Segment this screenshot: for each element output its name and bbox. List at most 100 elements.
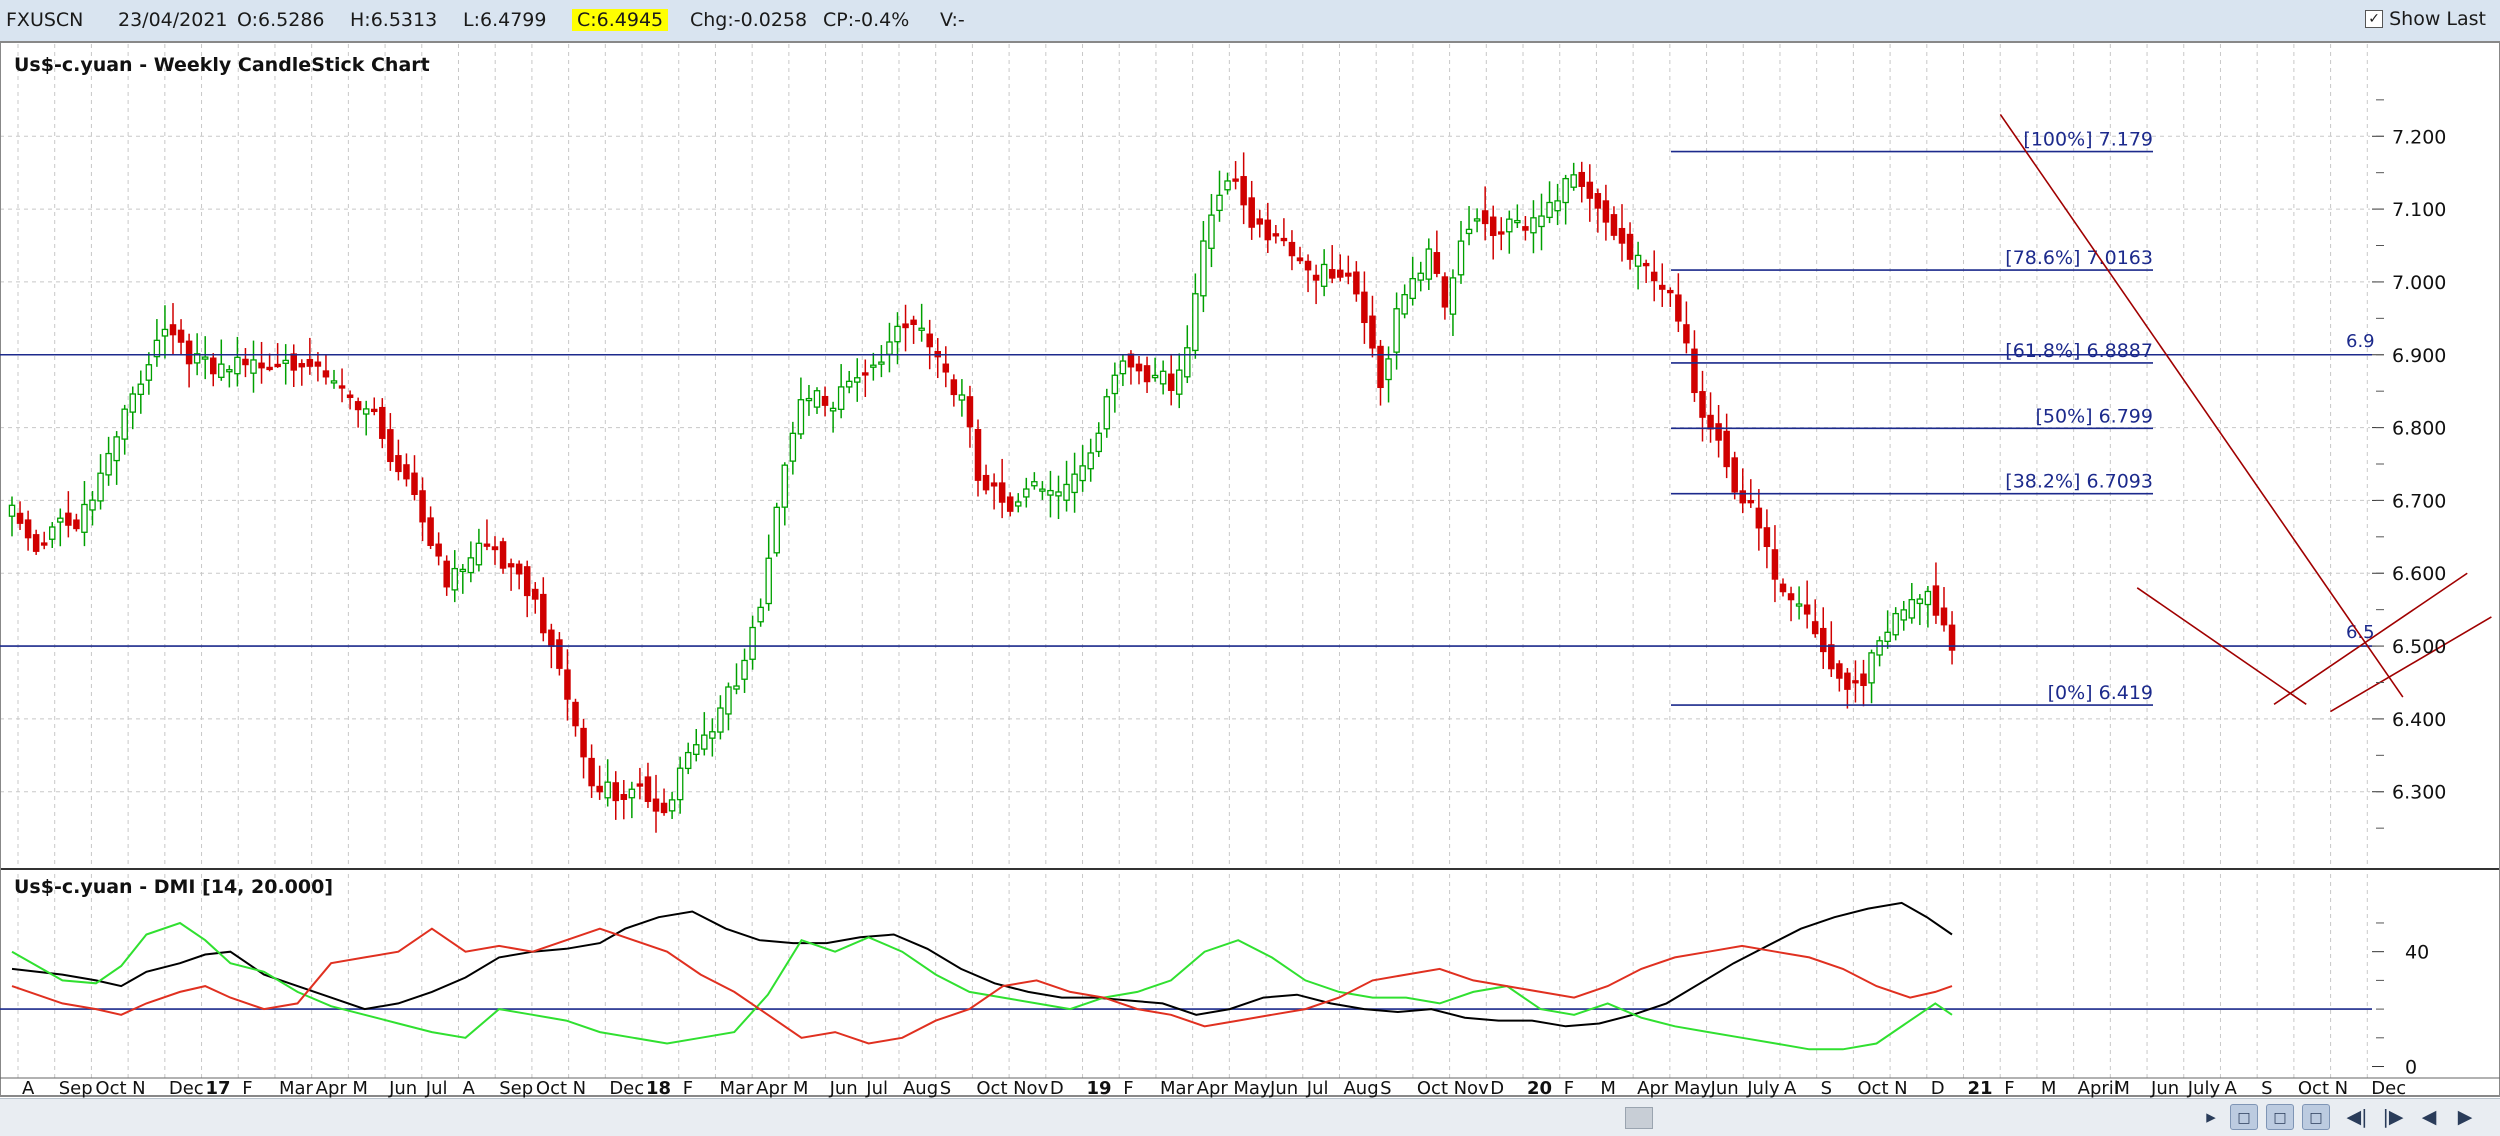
candle-body [845, 380, 853, 388]
candle-body [1393, 308, 1400, 353]
candle-body [1119, 360, 1127, 375]
low-label: L:6.4799 [463, 9, 547, 31]
candle-body [346, 394, 354, 398]
x-tick-label: A [2224, 1078, 2237, 1098]
candle-body [427, 517, 434, 546]
candle-body [1844, 672, 1851, 690]
fib-label: [0%] 6.419 [2048, 682, 2153, 704]
price-axis: 6.300 6.400 6.500 6.600 6.700 6.800 6.900 7.000… [2372, 99, 2446, 829]
candle-body [870, 364, 877, 368]
candle-body [1377, 345, 1384, 389]
x-tick-label: May [1233, 1078, 1271, 1098]
candle-body [1079, 465, 1086, 482]
candle-body [306, 359, 314, 367]
dmi-series-adx [11, 901, 1953, 1028]
fib-label: [61.8%] 6.8887 [2005, 340, 2153, 362]
show-last-checkbox[interactable]: ✓ [2365, 10, 2384, 28]
candle-body [789, 432, 797, 462]
candle-body [403, 464, 410, 480]
candle-body [298, 363, 306, 368]
candle-body [1836, 663, 1843, 679]
candle-body [209, 357, 217, 375]
candle-body [564, 669, 571, 700]
candle-body [950, 379, 958, 396]
candle-body [1755, 507, 1763, 529]
candle-body [966, 396, 974, 428]
horizontal-line-label: 6.9 [2346, 331, 2375, 352]
candle-body [475, 542, 483, 566]
chart-area[interactable]: Us$-c.yuan - Weekly CandleStick Chart Us… [0, 0, 2500, 1098]
candle-body [266, 366, 273, 371]
x-tick-label: Oct [1857, 1078, 1888, 1098]
candle-body [1715, 423, 1722, 441]
candle-body [644, 776, 652, 802]
trendline [2136, 587, 2307, 705]
candle-body [8, 504, 16, 517]
candle-body [926, 333, 933, 348]
candle-body [1127, 353, 1135, 368]
candle-body [1031, 481, 1038, 487]
candle-body [821, 395, 829, 406]
candle-body [693, 744, 700, 755]
candle-body [483, 543, 491, 547]
candle-body [435, 543, 442, 557]
candle-body [733, 685, 740, 690]
x-tick-label: N [573, 1078, 586, 1098]
dmi-chart-title: Us$-c.yuan - DMI [14, 20.000] [14, 876, 333, 898]
zoom-out-icon[interactable]: □ [2266, 1104, 2294, 1130]
x-tick-label: M [2041, 1078, 2057, 1098]
x-tick-label: M [2114, 1078, 2130, 1098]
scroll-first-icon[interactable]: |▶ [2382, 1106, 2404, 1128]
scroll-thumb[interactable] [1625, 1107, 1653, 1129]
x-tick-label: D [1050, 1078, 1064, 1098]
show-last-label: Show Last [2389, 8, 2486, 30]
candle-body [218, 363, 225, 378]
scroll-left-icon[interactable]: ◀ [2421, 1106, 2437, 1128]
candle-body [137, 383, 145, 396]
candle-body [1546, 201, 1553, 219]
scroll-right-small-icon[interactable]: ▸ [2206, 1106, 2216, 1128]
candle-body [1707, 414, 1714, 430]
candle-body [652, 798, 660, 812]
candle-body [902, 323, 909, 329]
candle-body [322, 370, 330, 378]
high-label: H:6.5313 [350, 9, 438, 31]
candle-body [1892, 612, 1899, 636]
candle-body [185, 340, 193, 365]
candle-body [193, 353, 201, 364]
candle-body [1610, 214, 1618, 236]
show-last-toggle[interactable]: ✓ Show Last [2365, 8, 2486, 30]
x-tick-label: July [1746, 1078, 1780, 1098]
x-tick-label: M [1600, 1078, 1616, 1098]
candle-body [878, 361, 885, 365]
zoom-fit-icon[interactable]: □ [2302, 1104, 2330, 1130]
x-tick-label: Jun [1710, 1078, 1739, 1098]
zoom-in-icon[interactable]: □ [2230, 1104, 2258, 1130]
horizontal-scrollbar[interactable]: ▸ □ □ □ ◀| |▶ ◀ ▶ [0, 1098, 2500, 1136]
candle-body [1811, 621, 1819, 635]
candle-body [676, 767, 684, 801]
y-tick-label: 7.100 [2392, 199, 2446, 221]
horizontal-line-label: 6.5 [2346, 622, 2375, 643]
x-tick-label: Sep [59, 1078, 93, 1098]
candle-body [129, 393, 136, 413]
scroll-right-icon[interactable]: ▶ [2457, 1106, 2473, 1128]
candle-body [1900, 609, 1908, 621]
trendline [2329, 616, 2492, 713]
candle-body [49, 526, 56, 540]
candle-body [660, 802, 668, 814]
candle-body [234, 356, 241, 375]
candle-body [918, 327, 925, 331]
x-tick-label: Oct [95, 1078, 126, 1098]
x-tick-label: N [2335, 1078, 2348, 1098]
candle-body [1063, 483, 1070, 501]
x-tick-label: Apr [1197, 1078, 1229, 1098]
candle-body [1739, 490, 1747, 504]
candle-body [894, 325, 901, 343]
fib-label: [50%] 6.799 [2036, 405, 2154, 427]
candle-body [982, 474, 990, 491]
candle-body [1449, 277, 1457, 315]
candle-body [1530, 217, 1537, 234]
scroll-start-icon[interactable]: ◀| [2346, 1106, 2368, 1128]
x-tick-label: F [242, 1078, 252, 1098]
